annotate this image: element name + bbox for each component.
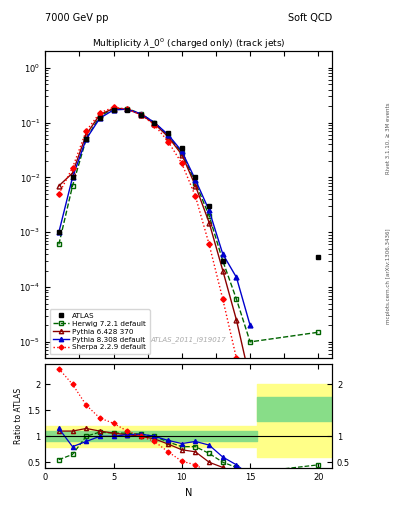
Text: mcplots.cern.ch [arXiv:1306.3436]: mcplots.cern.ch [arXiv:1306.3436]	[386, 229, 391, 324]
Sherpa 2.2.9 default	[180, 160, 184, 166]
Herwig 7.2.1 default	[248, 339, 252, 345]
Herwig 7.2.1 default	[70, 183, 75, 189]
Title: Multiplicity $\lambda\_0^0$ (charged only) (track jets): Multiplicity $\lambda\_0^0$ (charged onl…	[92, 37, 285, 51]
Pythia 6.428 370	[180, 152, 184, 158]
Pythia 6.428 370	[57, 183, 61, 189]
ATLAS	[138, 112, 143, 118]
Sherpa 2.2.9 default	[234, 355, 239, 361]
Legend: ATLAS, Herwig 7.2.1 default, Pythia 6.428 370, Pythia 8.308 default, Sherpa 2.2.: ATLAS, Herwig 7.2.1 default, Pythia 6.42…	[50, 309, 149, 354]
ATLAS	[125, 107, 130, 113]
Sherpa 2.2.9 default	[125, 106, 130, 112]
Herwig 7.2.1 default	[125, 105, 130, 112]
Text: Soft QCD: Soft QCD	[288, 13, 332, 23]
Text: 7000 GeV pp: 7000 GeV pp	[45, 13, 109, 23]
Pythia 6.428 370	[207, 220, 211, 226]
ATLAS	[152, 119, 157, 125]
Pythia 8.308 default	[193, 177, 198, 183]
Pythia 6.428 370	[97, 112, 102, 118]
Pythia 8.308 default	[70, 174, 75, 180]
Sherpa 2.2.9 default	[138, 112, 143, 118]
Herwig 7.2.1 default	[207, 212, 211, 219]
ATLAS	[193, 174, 198, 180]
Sherpa 2.2.9 default	[152, 122, 157, 128]
Text: ATLAS_2011_I919017: ATLAS_2011_I919017	[151, 336, 226, 343]
Sherpa 2.2.9 default	[207, 241, 211, 247]
Pythia 6.428 370	[248, 377, 252, 383]
Pythia 8.308 default	[180, 148, 184, 154]
Line: Herwig 7.2.1 default: Herwig 7.2.1 default	[57, 106, 321, 345]
Pythia 8.308 default	[125, 106, 130, 112]
Line: ATLAS: ATLAS	[57, 108, 321, 263]
Pythia 8.308 default	[111, 107, 116, 113]
ATLAS	[97, 115, 102, 121]
Pythia 8.308 default	[166, 132, 171, 138]
ATLAS	[207, 203, 211, 209]
Pythia 8.308 default	[152, 119, 157, 125]
Pythia 6.428 370	[234, 317, 239, 323]
Pythia 6.428 370	[193, 183, 198, 189]
ATLAS	[84, 136, 88, 142]
ATLAS	[316, 254, 321, 260]
Pythia 8.308 default	[84, 136, 88, 142]
Y-axis label: Ratio to ATLAS: Ratio to ATLAS	[14, 388, 23, 444]
Sherpa 2.2.9 default	[97, 110, 102, 116]
Pythia 8.308 default	[207, 207, 211, 214]
Herwig 7.2.1 default	[84, 136, 88, 142]
Pythia 6.428 370	[152, 121, 157, 127]
Herwig 7.2.1 default	[193, 180, 198, 186]
Pythia 8.308 default	[57, 229, 61, 236]
Pythia 6.428 370	[70, 170, 75, 176]
Pythia 8.308 default	[234, 274, 239, 281]
Herwig 7.2.1 default	[316, 329, 321, 335]
Line: Pythia 8.308 default: Pythia 8.308 default	[57, 107, 253, 328]
Herwig 7.2.1 default	[152, 119, 157, 125]
Pythia 8.308 default	[248, 323, 252, 329]
Sherpa 2.2.9 default	[166, 138, 171, 144]
Herwig 7.2.1 default	[138, 111, 143, 117]
Pythia 6.428 370	[125, 106, 130, 112]
Sherpa 2.2.9 default	[70, 165, 75, 171]
Pythia 6.428 370	[220, 267, 225, 273]
ATLAS	[111, 107, 116, 113]
Herwig 7.2.1 default	[180, 150, 184, 156]
Line: Sherpa 2.2.9 default: Sherpa 2.2.9 default	[57, 105, 252, 428]
X-axis label: N: N	[185, 488, 192, 498]
Pythia 6.428 370	[166, 134, 171, 140]
Text: Rivet 3.1.10, ≥ 3M events: Rivet 3.1.10, ≥ 3M events	[386, 102, 391, 174]
Pythia 8.308 default	[97, 115, 102, 121]
Herwig 7.2.1 default	[220, 258, 225, 264]
Pythia 8.308 default	[138, 111, 143, 117]
Pythia 6.428 370	[111, 105, 116, 112]
Line: Pythia 6.428 370: Pythia 6.428 370	[57, 106, 253, 382]
Herwig 7.2.1 default	[97, 113, 102, 119]
Herwig 7.2.1 default	[57, 241, 61, 247]
Sherpa 2.2.9 default	[220, 296, 225, 302]
Pythia 6.428 370	[84, 132, 88, 138]
Sherpa 2.2.9 default	[193, 194, 198, 200]
Herwig 7.2.1 default	[234, 296, 239, 302]
ATLAS	[70, 174, 75, 180]
Herwig 7.2.1 default	[166, 133, 171, 139]
ATLAS	[220, 258, 225, 264]
ATLAS	[166, 130, 171, 136]
Herwig 7.2.1 default	[111, 105, 116, 112]
ATLAS	[180, 144, 184, 151]
ATLAS	[57, 229, 61, 236]
Sherpa 2.2.9 default	[111, 104, 116, 110]
Pythia 8.308 default	[220, 251, 225, 257]
Sherpa 2.2.9 default	[84, 128, 88, 134]
Pythia 6.428 370	[138, 112, 143, 118]
Sherpa 2.2.9 default	[248, 422, 252, 429]
Sherpa 2.2.9 default	[57, 191, 61, 197]
